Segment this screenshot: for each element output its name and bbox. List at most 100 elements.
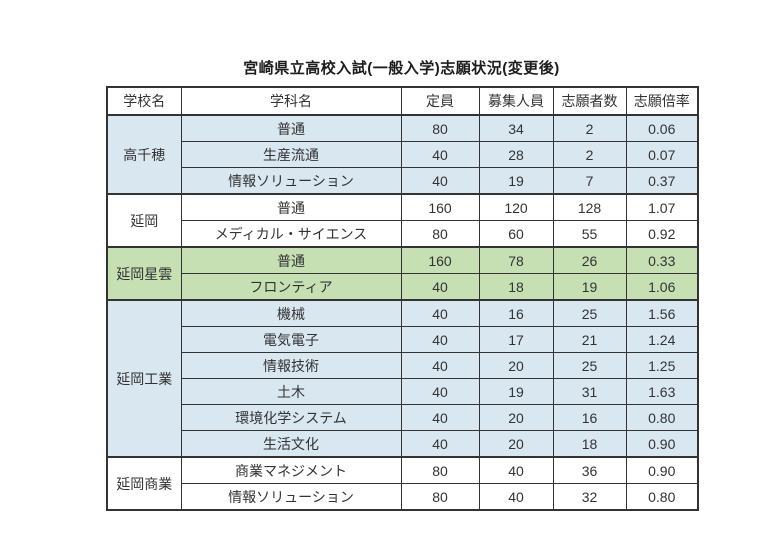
table-row: 延岡 普通 160 120 128 1.07 [106, 193, 699, 248]
recruit-cell: 20 [478, 430, 554, 458]
recruit-cell: 16 [478, 299, 554, 327]
ratio-cell: 0.37 [625, 167, 699, 195]
recruit-cell: 40 [478, 483, 554, 511]
recruit-cell: 40 [478, 456, 554, 484]
recruit-cell: 78 [478, 246, 554, 274]
ratio-cell: 0.90 [625, 456, 699, 484]
applicants-cell: 16 [552, 404, 627, 431]
table-row: 電気電子 40 17 21 1.24 [107, 326, 699, 353]
capacity-cell: 40 [400, 352, 480, 379]
capacity-cell: 40 [400, 430, 480, 458]
capacity-cell: 80 [400, 456, 480, 484]
table-row: 延岡商業 商業マネジメント 80 40 36 0.90 [106, 456, 699, 511]
column-header-applicants: 志願者数 [552, 86, 627, 116]
school-name-cell: 延岡工業 [106, 299, 182, 458]
applicants-cell: 26 [552, 246, 627, 274]
department-cell: 普通 [180, 246, 402, 274]
ratio-cell: 1.07 [625, 193, 699, 221]
capacity-cell: 80 [400, 114, 480, 142]
school-name-cell: 延岡 [106, 193, 182, 248]
department-cell: 土木 [180, 378, 402, 405]
recruit-cell: 20 [478, 404, 554, 431]
department-cell: 情報技術 [180, 352, 402, 379]
applicants-cell: 2 [552, 114, 627, 142]
admissions-table: 学校名 学科名 定員 募集人員 志願者数 志願倍率 高千穂 普通 80 34 2 0.06 生産流通 4… [106, 86, 699, 511]
department-cell: 普通 [180, 114, 402, 142]
department-cell: 普通 [180, 193, 402, 221]
applicants-cell: 7 [552, 167, 627, 195]
recruit-cell: 17 [478, 326, 554, 353]
ratio-cell: 0.80 [625, 483, 699, 511]
table-body: 高千穂 普通 80 34 2 0.06 生産流通 40 28 2 0.07 情報ソリューション 40 19… [106, 114, 699, 511]
capacity-cell: 40 [400, 326, 480, 353]
header-row: 学校名 学科名 定員 募集人員 志願者数 志願倍率 [106, 86, 699, 116]
ratio-cell: 0.80 [625, 404, 699, 431]
applicants-cell: 31 [552, 378, 627, 405]
applicants-cell: 25 [552, 352, 627, 379]
table-row: 情報技術 40 20 25 1.25 [107, 352, 699, 379]
capacity-cell: 40 [400, 273, 480, 301]
column-header-school: 学校名 [106, 86, 182, 116]
ratio-cell: 0.06 [625, 114, 699, 142]
recruit-cell: 60 [478, 220, 554, 248]
ratio-cell: 1.25 [625, 352, 699, 379]
ratio-cell: 1.06 [625, 273, 699, 301]
capacity-cell: 40 [400, 141, 480, 168]
capacity-cell: 160 [400, 193, 480, 221]
department-cell: メディカル・サイエンス [180, 220, 402, 248]
capacity-cell: 80 [400, 483, 480, 511]
table-row: 環境化学システム 40 20 16 0.80 [107, 404, 699, 431]
table-row: メディカル・サイエンス 80 60 55 0.92 [107, 220, 699, 248]
table-row: 生活文化 40 20 18 0.90 [107, 430, 699, 458]
department-cell: フロンティア [180, 273, 402, 301]
table-row: 土木 40 19 31 1.63 [107, 378, 699, 405]
table-row: 延岡星雲 普通 160 78 26 0.33 [106, 246, 699, 301]
department-cell: 環境化学システム [180, 404, 402, 431]
ratio-cell: 1.24 [625, 326, 699, 353]
applicants-cell: 2 [552, 141, 627, 168]
ratio-cell: 1.63 [625, 378, 699, 405]
applicants-cell: 55 [552, 220, 627, 248]
recruit-cell: 18 [478, 273, 554, 301]
applicants-cell: 36 [552, 456, 627, 484]
table-row: 情報ソリューション 40 19 7 0.37 [107, 167, 699, 195]
school-name-cell: 延岡商業 [106, 456, 182, 511]
column-header-recruit: 募集人員 [478, 86, 554, 116]
recruit-cell: 19 [478, 167, 554, 195]
capacity-cell: 40 [400, 378, 480, 405]
department-cell: 生産流通 [180, 141, 402, 168]
table-row: 高千穂 普通 80 34 2 0.06 [106, 114, 699, 195]
applicants-cell: 18 [552, 430, 627, 458]
applicants-cell: 21 [552, 326, 627, 353]
table-row: 延岡工業 機械 40 16 25 1.56 [106, 299, 699, 458]
recruit-cell: 120 [478, 193, 554, 221]
recruit-cell: 34 [478, 114, 554, 142]
capacity-cell: 80 [400, 220, 480, 248]
department-cell: 情報ソリューション [180, 167, 402, 195]
department-cell: 機械 [180, 299, 402, 327]
department-cell: 情報ソリューション [180, 483, 402, 511]
capacity-cell: 160 [400, 246, 480, 274]
applicants-cell: 128 [552, 193, 627, 221]
department-cell: 電気電子 [180, 326, 402, 353]
ratio-cell: 0.92 [625, 220, 699, 248]
capacity-cell: 40 [400, 404, 480, 431]
school-name-cell: 高千穂 [106, 114, 182, 195]
school-name-cell: 延岡星雲 [106, 246, 182, 301]
ratio-cell: 0.90 [625, 430, 699, 458]
page-title: 宮崎県立高校入試(一般入学)志願状況(変更後) [243, 60, 560, 77]
applicants-cell: 19 [552, 273, 627, 301]
department-cell: 生活文化 [180, 430, 402, 458]
recruit-cell: 20 [478, 352, 554, 379]
column-header-capacity: 定員 [400, 86, 480, 116]
ratio-cell: 0.33 [625, 246, 699, 274]
table-row: 生産流通 40 28 2 0.07 [107, 141, 699, 168]
ratio-cell: 0.07 [625, 141, 699, 168]
department-cell: 商業マネジメント [180, 456, 402, 484]
column-header-department: 学科名 [180, 86, 402, 116]
column-header-ratio: 志願倍率 [625, 86, 699, 116]
applicants-cell: 25 [552, 299, 627, 327]
recruit-cell: 19 [478, 378, 554, 405]
capacity-cell: 40 [400, 167, 480, 195]
table-row: フロンティア 40 18 19 1.06 [107, 273, 699, 301]
